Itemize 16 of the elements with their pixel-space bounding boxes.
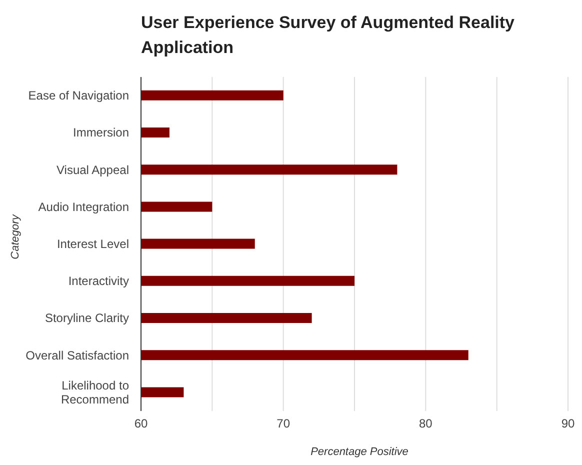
y-tick-label: Likelihood to Recommend <box>60 378 130 406</box>
y-tick-label: Interactivity <box>68 274 129 288</box>
y-tick-label: Storyline Clarity <box>44 311 129 326</box>
x-tick-label: 90 <box>561 416 575 431</box>
y-tick-label: Ease of Navigation <box>28 88 129 103</box>
x-axis-title: Percentage Positive <box>310 446 410 458</box>
x-tick-label: 80 <box>418 416 433 431</box>
y-tick-label: Immersion <box>72 126 129 140</box>
y-tick-label: Audio Integration <box>38 200 129 214</box>
chart-title: User Experience Survey of Augmented Reality Application <box>140 12 516 59</box>
x-tick-label: 70 <box>276 416 290 431</box>
y-axis-title: Category <box>9 214 22 260</box>
y-tick-label: Visual Appeal <box>56 162 129 177</box>
y-tick-label: Interest Level <box>56 237 129 251</box>
x-tick-label: 60 <box>134 416 148 431</box>
y-tick-label: Overall Satisfaction <box>26 348 129 362</box>
